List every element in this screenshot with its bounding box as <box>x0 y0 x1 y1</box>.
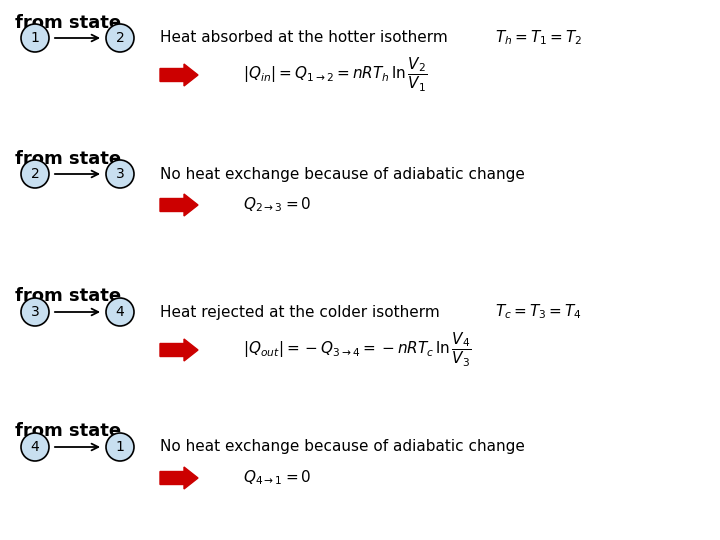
Circle shape <box>21 298 49 326</box>
Circle shape <box>21 160 49 188</box>
Text: 3: 3 <box>31 305 40 319</box>
FancyArrow shape <box>160 467 198 489</box>
Text: No heat exchange because of adiabatic change: No heat exchange because of adiabatic ch… <box>160 166 525 181</box>
FancyArrow shape <box>160 64 198 86</box>
Circle shape <box>106 160 134 188</box>
Text: $T_c = T_3 = T_4$: $T_c = T_3 = T_4$ <box>495 302 582 321</box>
Circle shape <box>106 433 134 461</box>
Text: 4: 4 <box>31 440 40 454</box>
Text: $|Q_{in}| = Q_{1\rightarrow2} = nRT_h\, \ln\dfrac{V_2}{V_1}$: $|Q_{in}| = Q_{1\rightarrow2} = nRT_h\, … <box>243 56 428 94</box>
Text: 3: 3 <box>116 167 125 181</box>
FancyArrow shape <box>160 194 198 216</box>
Text: Heat absorbed at the hotter isotherm: Heat absorbed at the hotter isotherm <box>160 30 448 45</box>
Text: Heat rejected at the colder isotherm: Heat rejected at the colder isotherm <box>160 305 440 320</box>
Text: $Q_{2\rightarrow3} = 0$: $Q_{2\rightarrow3} = 0$ <box>243 195 312 214</box>
Text: 2: 2 <box>31 167 40 181</box>
Text: from state: from state <box>15 150 121 168</box>
FancyArrow shape <box>160 339 198 361</box>
Text: 1: 1 <box>30 31 40 45</box>
Text: $Q_{4\rightarrow1} = 0$: $Q_{4\rightarrow1} = 0$ <box>243 469 312 487</box>
Text: $|Q_{out}| = -Q_{3\rightarrow4} = -nRT_c\, \ln\dfrac{V_4}{V_3}$: $|Q_{out}| = -Q_{3\rightarrow4} = -nRT_c… <box>243 331 472 369</box>
Circle shape <box>21 433 49 461</box>
Text: 4: 4 <box>116 305 125 319</box>
Circle shape <box>106 298 134 326</box>
Text: 1: 1 <box>116 440 125 454</box>
Circle shape <box>106 24 134 52</box>
Text: $T_h = T_1 = T_2$: $T_h = T_1 = T_2$ <box>495 29 582 48</box>
Text: from state: from state <box>15 14 121 32</box>
Text: from state: from state <box>15 422 121 440</box>
Text: 2: 2 <box>116 31 125 45</box>
Text: from state: from state <box>15 287 121 305</box>
Text: No heat exchange because of adiabatic change: No heat exchange because of adiabatic ch… <box>160 440 525 455</box>
Circle shape <box>21 24 49 52</box>
